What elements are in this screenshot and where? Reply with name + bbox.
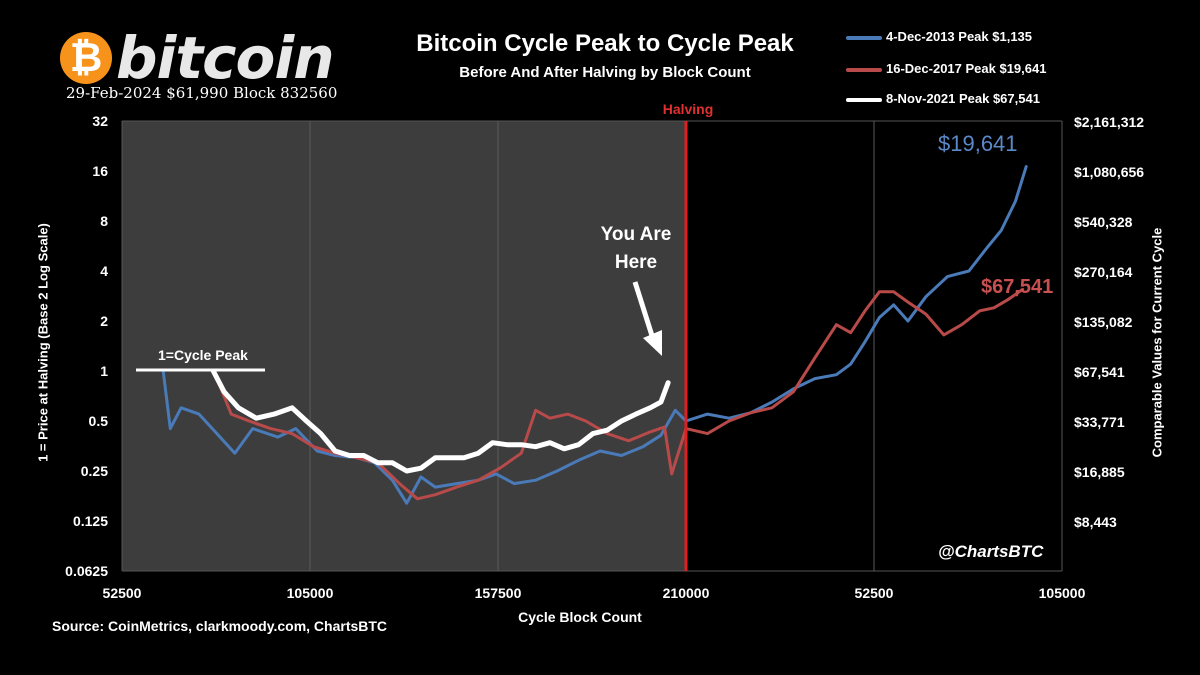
x-tick-label: 210000 (663, 585, 710, 601)
right-tick-label: $8,443 (1074, 514, 1117, 530)
left-tick-label: 8 (100, 213, 108, 229)
legend-swatch-2013 (846, 36, 882, 40)
bitcoin-wordmark: bitcoin (116, 24, 335, 92)
red-end-value-label: $67,541 (981, 276, 1053, 298)
y-axis-label-right: Comparable Values for Current Cycle (1149, 227, 1165, 458)
legend-label-2021: 8-Nov-2021 Peak $67,541 (886, 91, 1040, 106)
right-tick-label: $33,771 (1074, 414, 1125, 430)
right-tick-label: $540,328 (1074, 214, 1133, 230)
legend-label-2013: 4-Dec-2013 Peak $1,135 (886, 29, 1033, 44)
left-tick-label: 0.25 (81, 463, 108, 479)
legend-swatch-2017 (846, 68, 882, 72)
x-axis-label: Cycle Block Count (518, 609, 642, 625)
y-axis-label-left: 1 = Price at Halving (Base 2 Log Scale) (35, 223, 51, 462)
x-axis-ticks: 52500 105000 157500 210000 52500 105000 (103, 585, 1086, 601)
x-tick-label: 157500 (475, 585, 522, 601)
right-tick-label: $135,082 (1074, 314, 1133, 330)
here-label: Here (615, 252, 657, 273)
left-tick-label: 16 (92, 163, 108, 179)
legend-swatch-2021 (846, 98, 882, 102)
x-tick-label: 52500 (855, 585, 894, 601)
x-tick-label: 105000 (1039, 585, 1086, 601)
right-tick-label: $270,164 (1074, 264, 1133, 280)
pre-halving-shaded-region (122, 121, 686, 571)
left-tick-label: 4 (100, 263, 108, 279)
x-tick-label: 105000 (287, 585, 334, 601)
bitcoin-logo: ₿ bitcoin (60, 24, 335, 92)
left-tick-label: 2 (100, 313, 108, 329)
price-block-line: 29-Feb-2024 $61,990 Block 832560 (66, 84, 338, 102)
left-tick-label: 0.0625 (65, 563, 108, 579)
right-tick-label: $67,541 (1074, 364, 1125, 380)
right-axis-ticks: $2,161,312 $1,080,656 $540,328 $270,164 $135… (1074, 114, 1144, 530)
you-are-here-arrow (632, 281, 662, 356)
left-tick-label: 0.5 (89, 413, 109, 429)
author-handle: @ChartsBTC (938, 542, 1044, 561)
right-tick-label: $2,161,312 (1074, 114, 1144, 130)
series-line-2021 (210, 368, 671, 474)
bitcoin-coin-icon: ₿ (60, 32, 112, 84)
chart-subtitle: Before And After Halving by Block Count (459, 64, 751, 81)
left-tick-label: 0.125 (73, 513, 108, 529)
series-line-2013 (161, 165, 1028, 505)
right-tick-label: $16,885 (1074, 464, 1125, 480)
left-tick-label: 32 (92, 113, 108, 129)
series-line-2017 (215, 287, 1025, 501)
series-layer (161, 165, 1028, 505)
source-note: Source: CoinMetrics, clarkmoody.com, Cha… (52, 618, 388, 634)
left-axis-ticks: 32 16 8 4 2 1 0.5 0.25 0.125 0.0625 (65, 113, 108, 579)
cycle-peak-label: 1=Cycle Peak (158, 347, 248, 363)
blue-end-value-label: $19,641 (938, 131, 1018, 156)
you-are-label: You Are (601, 224, 672, 245)
halving-label: Halving (663, 101, 714, 117)
chart-title: Bitcoin Cycle Peak to Cycle Peak (416, 30, 794, 57)
x-tick-label: 52500 (103, 585, 142, 601)
right-tick-label: $1,080,656 (1074, 164, 1144, 180)
legend-label-2017: 16-Dec-2017 Peak $19,641 (886, 61, 1047, 76)
left-tick-label: 1 (100, 363, 108, 379)
